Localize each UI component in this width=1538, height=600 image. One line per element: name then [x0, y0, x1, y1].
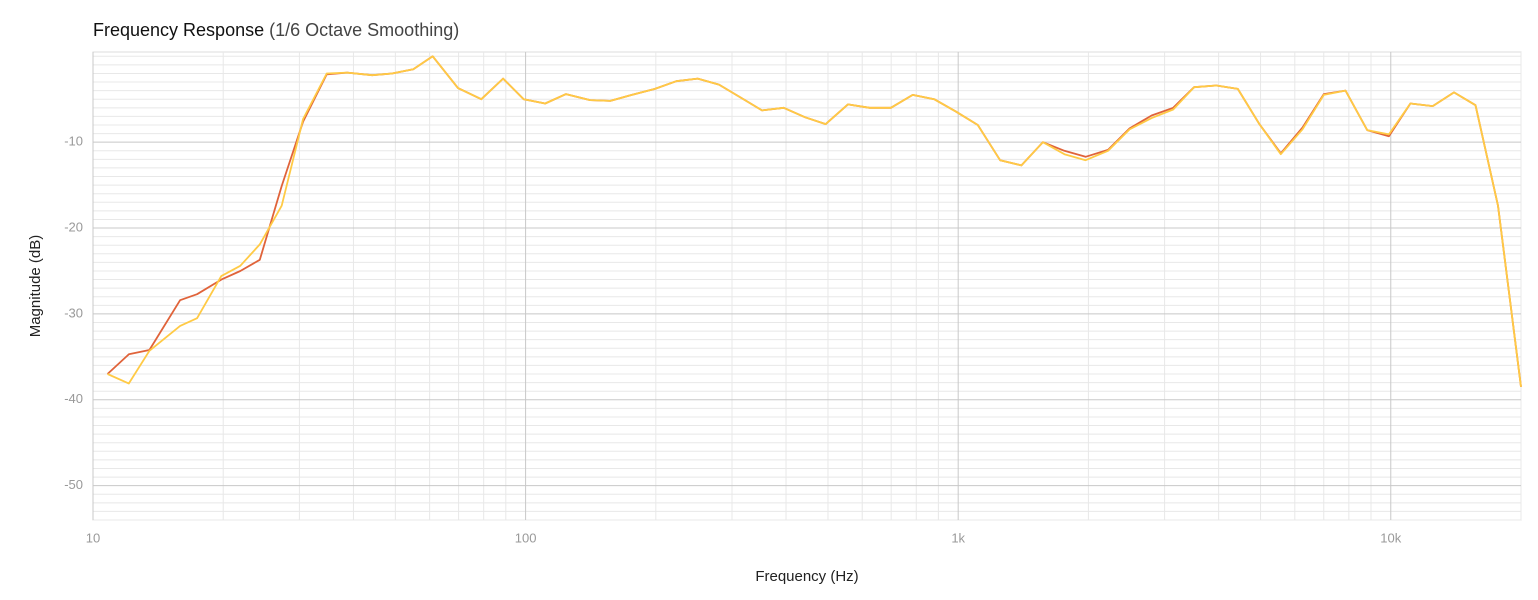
x-axis-label: Frequency (Hz)	[755, 568, 858, 585]
series-line	[106, 55, 1522, 388]
y-tick-label: -20	[64, 219, 83, 234]
x-tick-label: 10k	[1380, 530, 1401, 545]
x-tick-label: 100	[515, 530, 537, 545]
x-tick-label: 10	[86, 530, 100, 545]
y-tick-label: -40	[64, 391, 83, 406]
y-tick-label: -10	[64, 134, 83, 149]
chart-subtitle: (1/6 Octave Smoothing)	[269, 20, 459, 40]
y-tick-label: -50	[64, 477, 83, 492]
chart-heading: Frequency Response (1/6 Octave Smoothing…	[93, 20, 459, 40]
x-tick-label: 1k	[951, 530, 965, 545]
y-axis-label: Magnitude (dB)	[27, 235, 44, 338]
series-line	[107, 55, 1522, 388]
chart-title: Frequency Response	[93, 20, 264, 40]
lines	[106, 55, 1522, 388]
y-tick-label: -30	[64, 305, 83, 320]
